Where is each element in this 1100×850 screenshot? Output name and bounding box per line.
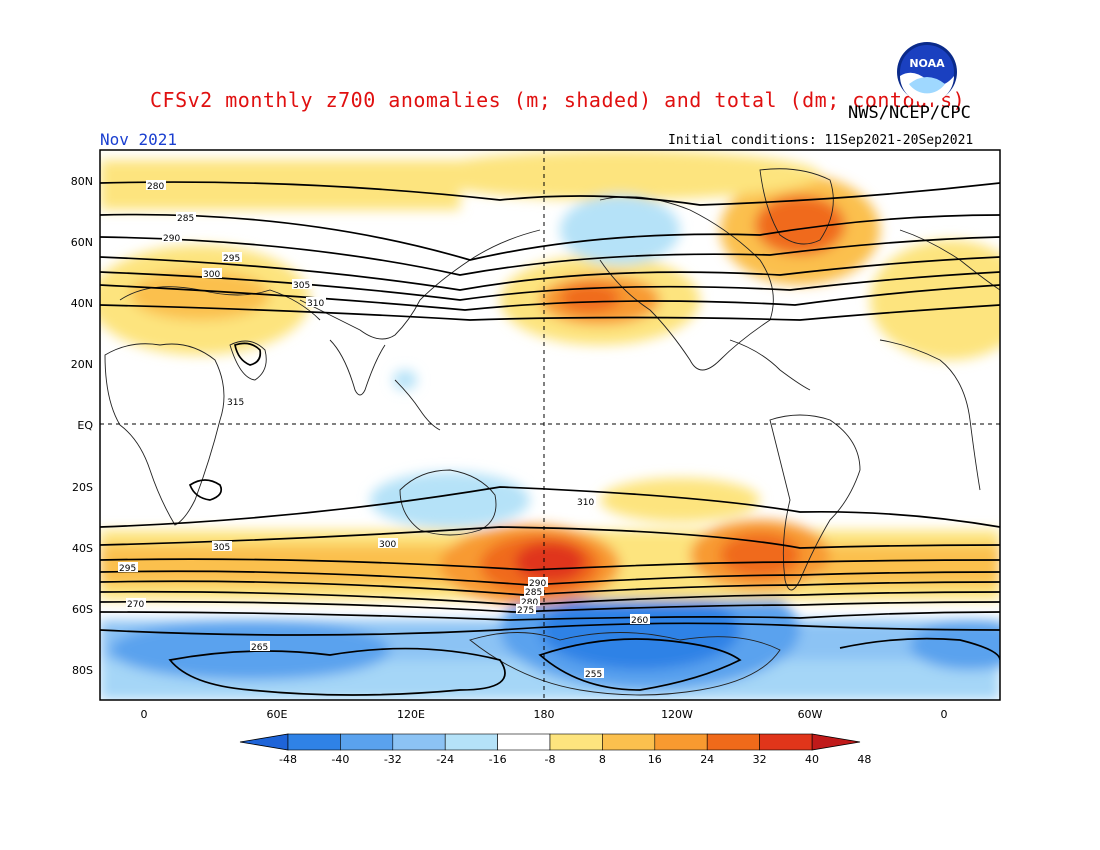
lon-label: 120W <box>661 708 693 721</box>
svg-text:295: 295 <box>119 564 136 574</box>
lat-label: 40S <box>72 542 93 555</box>
svg-text:305: 305 <box>293 281 310 291</box>
contour-label: 290 <box>162 232 182 244</box>
colorbar-cell <box>444 733 498 751</box>
contour-label: 300 <box>202 268 222 280</box>
lat-label: 20S <box>72 481 93 494</box>
colorbar: -48 -40 -32 -24 -16 -8 8 16 24 32 40 48 <box>239 733 871 766</box>
svg-text:280: 280 <box>521 598 538 608</box>
contour-label: 295 <box>222 252 242 264</box>
logo-text: NOAA <box>909 57 945 70</box>
anomaly-shading <box>100 150 1000 700</box>
initial-conditions-label: Initial conditions: 11Sep2021-20Sep2021 <box>668 133 974 148</box>
lat-label: 40N <box>71 297 93 310</box>
longitude-axis: 0 60E 120E 180 120W 60W 0 <box>141 708 948 721</box>
svg-text:285: 285 <box>525 588 542 598</box>
lat-label: 60N <box>71 236 93 249</box>
contour-label: 290 <box>528 577 548 589</box>
contour-label: 285 <box>524 586 544 598</box>
lon-label: 0 <box>941 708 948 721</box>
lat-label: 80S <box>72 664 93 677</box>
svg-text:255: 255 <box>585 670 602 680</box>
colorbar-tick-label: 40 <box>805 753 819 766</box>
colorbar-cell <box>759 733 813 751</box>
colorbar-cell <box>497 733 551 751</box>
svg-text:285: 285 <box>177 214 194 224</box>
reference-lines <box>100 150 1000 700</box>
contour-label: 260 <box>630 614 650 626</box>
colorbar-tick-label: 48 <box>857 753 871 766</box>
colorbar-tick-label: -48 <box>279 753 297 766</box>
lat-label: 80N <box>71 175 93 188</box>
lon-label: 60W <box>798 708 823 721</box>
svg-text:305: 305 <box>213 543 230 553</box>
contour-label: 310 <box>576 496 596 508</box>
month-label: Nov 2021 <box>100 130 178 149</box>
svg-text:260: 260 <box>631 616 648 626</box>
colorbar-cell <box>287 733 341 751</box>
svg-text:300: 300 <box>203 270 220 280</box>
colorbar-tick-label: -16 <box>489 753 507 766</box>
contour-labels: 280 285 290 295 300 305 310 315 310 305 … <box>118 180 650 680</box>
contour-label: 310 <box>306 297 326 309</box>
colorbar-cell <box>549 733 603 751</box>
svg-text:300: 300 <box>379 540 396 550</box>
contour-label: 280 <box>146 180 166 192</box>
lat-label: 60S <box>72 603 93 616</box>
lat-label: 20N <box>71 358 93 371</box>
colorbar-tick-label: 16 <box>648 753 662 766</box>
svg-text:290: 290 <box>529 579 546 589</box>
lon-label: 0 <box>141 708 148 721</box>
svg-text:310: 310 <box>577 498 594 508</box>
latitude-axis: 80N 60N 40N 20N EQ 20S 40S 60S 80S <box>71 175 94 677</box>
lat-label: EQ <box>77 419 93 432</box>
contour-label: 265 <box>250 641 270 653</box>
contour-label: 305 <box>292 279 312 291</box>
map-frame <box>99 149 1001 701</box>
svg-text:265: 265 <box>251 643 268 653</box>
colorbar-tick-label: -32 <box>384 753 402 766</box>
contour-label: 280 <box>520 596 540 608</box>
height-contours <box>100 181 1000 696</box>
colorbar-tick-label: -24 <box>436 753 454 766</box>
colorbar-cell <box>706 733 760 751</box>
lon-label: 180 <box>534 708 555 721</box>
svg-text:310: 310 <box>307 299 324 309</box>
colorbar-cell <box>392 733 446 751</box>
contour-label: 295 <box>118 562 138 574</box>
svg-text:295: 295 <box>223 254 240 264</box>
svg-text:315: 315 <box>227 398 244 408</box>
contour-label: 255 <box>584 668 604 680</box>
colorbar-right-arrow <box>811 733 861 751</box>
colorbar-left-arrow <box>239 733 289 751</box>
contour-label: 285 <box>176 212 196 224</box>
svg-text:270: 270 <box>127 600 144 610</box>
colorbar-tick-label: -8 <box>545 753 556 766</box>
colorbar-cell <box>654 733 708 751</box>
contour-label: 300 <box>378 538 398 550</box>
colorbar-cell <box>340 733 394 751</box>
org-label: NWS/NCEP/CPC <box>848 103 971 123</box>
chart-title: CFSv2 monthly z700 anomalies (m; shaded)… <box>150 88 966 112</box>
lon-label: 120E <box>397 708 425 721</box>
contour-label: 270 <box>126 598 146 610</box>
colorbar-tick-label: 24 <box>700 753 714 766</box>
contour-label: 315 <box>226 396 246 408</box>
contour-label: 305 <box>212 541 232 553</box>
colorbar-tick-label: 8 <box>599 753 606 766</box>
colorbar-cell <box>602 733 656 751</box>
svg-text:280: 280 <box>147 182 164 192</box>
colorbar-tick-label: 32 <box>753 753 767 766</box>
colorbar-tick-label: -40 <box>331 753 349 766</box>
svg-text:290: 290 <box>163 234 180 244</box>
svg-text:275: 275 <box>517 606 534 616</box>
contour-label: 275 <box>516 604 536 616</box>
lon-label: 60E <box>267 708 288 721</box>
noaa-logo-icon: NOAA <box>897 42 957 103</box>
